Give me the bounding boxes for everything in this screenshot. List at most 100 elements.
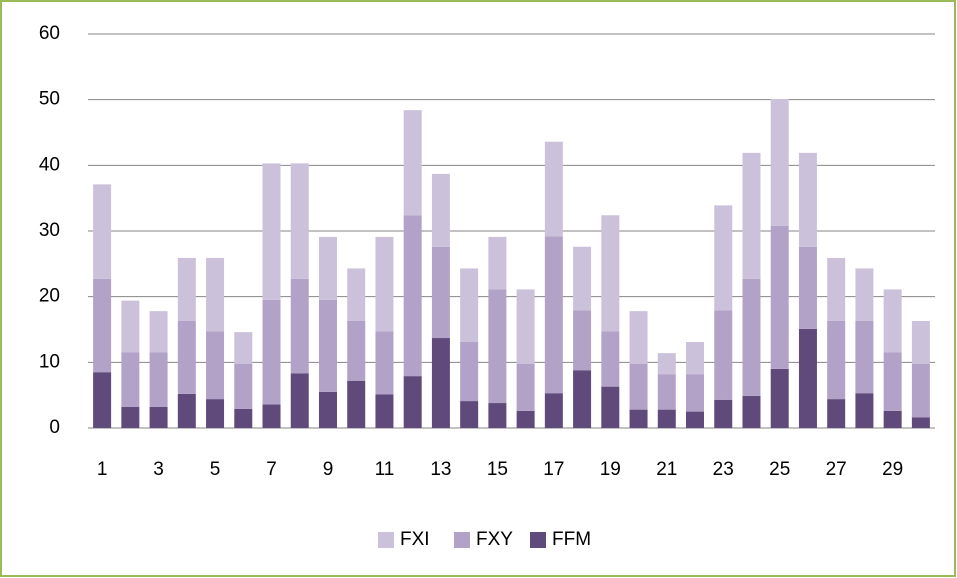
bar-segment xyxy=(714,205,733,311)
bar-segment xyxy=(516,289,535,364)
bar-segment xyxy=(911,363,930,418)
y-tick-label: 40 xyxy=(39,154,60,175)
bar-segment xyxy=(234,332,253,364)
bar-segment xyxy=(742,278,761,396)
bar-segment xyxy=(431,173,450,247)
bar-segment xyxy=(121,352,140,407)
bar-segment xyxy=(234,408,253,428)
x-tick-label: 1 xyxy=(97,459,108,480)
bar-segment xyxy=(93,184,112,279)
x-tick-label: 19 xyxy=(600,459,621,480)
bar-segment xyxy=(798,246,817,329)
bar-segment xyxy=(855,268,874,321)
bar-segment xyxy=(770,225,789,369)
bar-segment xyxy=(714,310,733,400)
x-tick-label: 27 xyxy=(826,459,847,480)
bar-segment xyxy=(488,236,507,290)
bar-segment xyxy=(318,391,337,428)
legend-label: FXI xyxy=(400,529,430,550)
bar-segment xyxy=(573,310,592,371)
bar-segment xyxy=(544,141,563,237)
bar-segment xyxy=(347,268,366,321)
bar-segment xyxy=(206,331,225,400)
bar-segment xyxy=(431,338,450,428)
bar-segment xyxy=(149,352,168,407)
y-tick-label: 0 xyxy=(49,417,60,438)
x-tick-label: 29 xyxy=(882,459,903,480)
bar-segment xyxy=(177,393,196,428)
x-tick-label: 3 xyxy=(153,459,164,480)
bar-segment xyxy=(827,399,846,428)
bar-segment xyxy=(629,311,648,364)
y-tick-label: 30 xyxy=(39,220,60,241)
bar-segment xyxy=(544,393,563,428)
bar-segment xyxy=(601,331,620,387)
bar-segment xyxy=(827,257,846,321)
bar-segment xyxy=(573,370,592,428)
bar-segment xyxy=(347,320,366,381)
bar-segment xyxy=(855,393,874,428)
bar-segment xyxy=(403,215,422,377)
bar-segment xyxy=(262,299,281,405)
bar-segment xyxy=(742,152,761,279)
bar-segment xyxy=(911,320,930,364)
bar-segment xyxy=(911,417,930,428)
bar-segment xyxy=(290,373,309,428)
bar-segment xyxy=(827,320,846,400)
bar-segment xyxy=(375,331,394,395)
x-tick-label: 11 xyxy=(375,459,395,480)
legend-swatch xyxy=(530,532,546,548)
x-tick-label: 15 xyxy=(487,459,508,480)
y-tick-label: 50 xyxy=(39,89,60,110)
bar-segment xyxy=(149,311,168,353)
bar-segment xyxy=(488,289,507,404)
bar-segment xyxy=(460,341,479,402)
legend-label: FXY xyxy=(476,529,513,550)
bar-segment xyxy=(629,409,648,428)
bar-segment xyxy=(883,410,902,428)
bar-segment xyxy=(544,236,563,394)
bar-segment xyxy=(770,99,789,226)
bar-segment xyxy=(403,110,422,216)
bar-segment xyxy=(177,257,196,321)
bar-segment xyxy=(573,246,592,311)
bar-segment xyxy=(855,320,874,394)
bar-segment xyxy=(601,386,620,428)
bar-segment xyxy=(686,411,705,428)
bar-segment xyxy=(516,363,535,411)
bar-segment xyxy=(460,401,479,428)
legend-swatch xyxy=(378,532,394,548)
bar-segment xyxy=(883,352,902,411)
x-tick-label: 21 xyxy=(656,459,677,480)
y-tick-label: 20 xyxy=(39,286,60,307)
bar-segment xyxy=(375,394,394,428)
bar-segment xyxy=(657,353,676,375)
y-tick-label: 60 xyxy=(39,23,60,44)
bar-segment xyxy=(262,404,281,428)
bar-segment xyxy=(798,328,817,428)
bar-segment xyxy=(516,410,535,428)
bar-segment xyxy=(403,376,422,428)
bar-segment xyxy=(121,300,140,353)
bar-segment xyxy=(318,236,337,300)
legend-swatch xyxy=(454,532,470,548)
bar-segment xyxy=(177,320,196,394)
bar-segment xyxy=(714,399,733,428)
bar-segment xyxy=(93,278,112,373)
bar-segment xyxy=(883,289,902,353)
bar-segment xyxy=(770,368,789,428)
bar-segment xyxy=(601,215,620,332)
x-tick-label: 9 xyxy=(323,459,334,480)
bar-segment xyxy=(149,406,168,428)
x-tick-label: 7 xyxy=(266,459,277,480)
bar-segment xyxy=(686,374,705,412)
bar-segment xyxy=(206,399,225,428)
x-tick-label: 5 xyxy=(210,459,221,480)
bar-segment xyxy=(290,278,309,374)
x-tick-label: 13 xyxy=(430,459,451,480)
x-tick-label: 17 xyxy=(543,459,564,480)
bar-segment xyxy=(488,403,507,428)
bar-segment xyxy=(121,406,140,428)
bar-segment xyxy=(262,163,281,300)
